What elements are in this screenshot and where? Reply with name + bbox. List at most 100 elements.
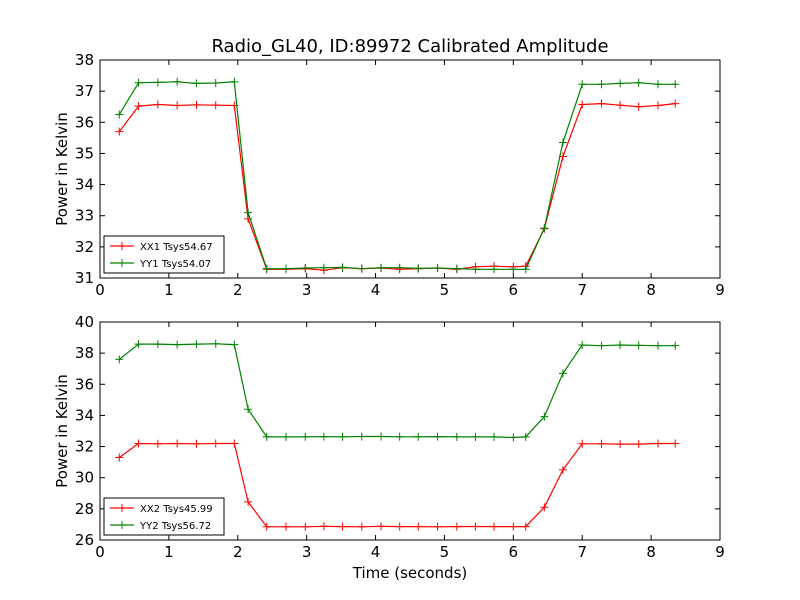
x-tick-label: 6	[509, 281, 519, 299]
data-point-marker	[338, 263, 347, 272]
x-tick-label: 3	[302, 543, 312, 561]
data-point-marker	[616, 101, 625, 110]
data-point-marker	[395, 522, 404, 531]
data-point-marker	[377, 432, 386, 441]
data-point-marker	[134, 340, 143, 349]
y-tick-label: 34	[75, 406, 94, 424]
data-point-marker	[153, 78, 162, 87]
data-point-marker	[262, 522, 271, 531]
data-point-marker	[395, 263, 404, 272]
data-point-marker	[452, 432, 461, 441]
data-point-marker	[338, 522, 347, 531]
legend-swatch-marker	[118, 521, 126, 529]
data-point-marker	[433, 264, 442, 273]
data-point-marker	[192, 439, 201, 448]
y-tick-label: 31	[75, 269, 94, 287]
data-point-marker	[211, 79, 220, 88]
data-point-marker	[153, 340, 162, 349]
y-tick-label: 28	[75, 500, 94, 518]
y-tick-label: 30	[75, 469, 94, 487]
x-axis-label: Time (seconds)	[352, 564, 468, 582]
data-point-marker	[616, 341, 625, 350]
plot-area-frame	[99, 321, 721, 541]
data-point-marker	[452, 264, 461, 273]
legend-swatch-marker	[118, 259, 126, 267]
x-tick-label: 7	[577, 543, 587, 561]
data-point-marker	[509, 433, 518, 442]
data-point-marker	[509, 265, 518, 274]
data-point-marker	[301, 522, 310, 531]
data-point-marker	[319, 522, 328, 531]
x-tick-label: 6	[509, 543, 519, 561]
data-point-marker	[671, 80, 680, 89]
data-point-marker	[578, 341, 587, 350]
data-point-marker	[509, 522, 518, 531]
data-point-marker	[578, 100, 587, 109]
data-point-marker	[414, 264, 423, 273]
data-point-marker	[262, 432, 271, 441]
data-point-marker	[597, 80, 606, 89]
data-point-marker	[414, 432, 423, 441]
y-tick-label: 26	[75, 531, 94, 549]
data-point-marker	[597, 439, 606, 448]
data-point-marker	[230, 340, 239, 349]
data-point-marker	[357, 264, 366, 273]
x-tick-label: 3	[302, 281, 312, 299]
data-point-marker	[173, 439, 182, 448]
legend-label: YY2 Tsys56.72	[139, 521, 211, 532]
data-point-marker	[452, 522, 461, 531]
data-point-marker	[115, 355, 124, 364]
data-point-marker	[153, 100, 162, 109]
legend-box	[103, 235, 225, 274]
data-point-marker	[211, 101, 220, 110]
data-point-marker	[471, 522, 480, 531]
data-point-marker	[654, 101, 662, 110]
x-tick-label: 0	[95, 543, 105, 561]
data-point-marker	[319, 432, 328, 441]
x-tick-label: 9	[715, 281, 725, 299]
data-point-marker	[173, 101, 182, 110]
x-tick-label: 9	[715, 543, 725, 561]
data-point-marker	[540, 412, 549, 421]
data-point-marker	[634, 78, 643, 87]
x-tick-label: 7	[577, 281, 587, 299]
data-point-marker	[319, 263, 328, 272]
data-point-marker	[521, 522, 530, 531]
data-point-marker	[192, 100, 201, 109]
x-tick-label: 2	[233, 543, 243, 561]
y-tick-label: 35	[75, 144, 94, 162]
data-point-marker	[211, 339, 220, 348]
data-point-marker	[192, 340, 201, 349]
data-point-marker	[301, 432, 310, 441]
data-point-marker	[282, 264, 290, 273]
data-point-marker	[654, 439, 662, 448]
legend-label: YY1 Tsys54.07	[139, 259, 211, 270]
legend-swatch-marker	[118, 242, 126, 250]
x-tick-label: 1	[164, 543, 174, 561]
legend-swatch-marker	[118, 504, 126, 512]
data-point-marker	[173, 340, 182, 349]
data-point-marker	[597, 99, 606, 108]
data-point-marker	[377, 522, 386, 531]
data-point-marker	[671, 341, 680, 350]
data-point-marker	[521, 265, 530, 274]
data-point-marker	[153, 439, 162, 448]
data-point-marker	[634, 440, 643, 449]
data-point-marker	[262, 264, 271, 273]
data-point-marker	[578, 80, 587, 89]
data-point-marker	[490, 265, 499, 274]
data-point-marker	[634, 341, 643, 350]
data-point-marker	[558, 369, 567, 378]
data-point-marker	[377, 263, 386, 272]
y-tick-label: 40	[75, 313, 94, 331]
data-point-marker	[540, 224, 549, 233]
data-point-marker	[134, 102, 143, 111]
legend-box	[103, 497, 225, 536]
data-point-marker	[357, 432, 366, 441]
data-point-marker	[654, 341, 662, 350]
data-point-marker	[282, 432, 290, 441]
y-tick-label: 32	[75, 438, 94, 456]
data-point-marker	[211, 439, 220, 448]
x-tick-label: 8	[646, 281, 656, 299]
